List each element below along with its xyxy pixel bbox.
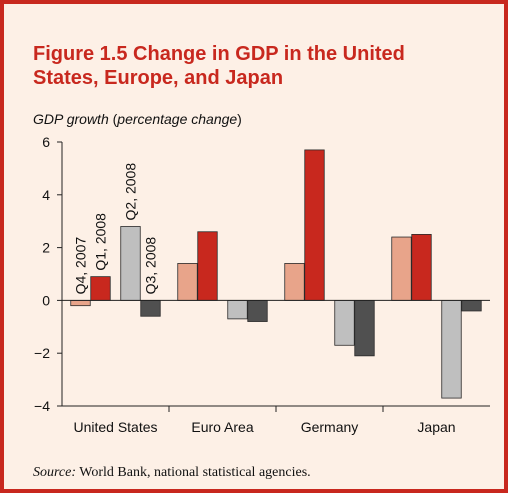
source-note: Source: World Bank, national statistical…	[33, 465, 311, 481]
y-axis-caption-paren-close: )	[237, 111, 242, 127]
bar	[70, 299, 91, 307]
source-text: World Bank, national statistical agencie…	[76, 465, 311, 480]
bar	[461, 299, 482, 312]
bar	[197, 231, 218, 301]
series-label: Q1, 2008	[93, 213, 109, 271]
y-axis-caption-unit: percentage change	[117, 111, 238, 127]
figure-title-line-1: Figure 1.5 Change in GDP in the United	[33, 43, 405, 65]
bar	[177, 263, 198, 301]
bar	[140, 299, 161, 317]
bar	[120, 226, 141, 301]
bar	[441, 299, 462, 399]
gdp-bar-chart: −4 −2 0 2 4 6 United States Euro Area Germany Jap…	[34, 134, 490, 435]
bar	[354, 299, 375, 357]
y-axis-caption-main: GDP growth	[33, 111, 109, 127]
y-tick-label: 6	[42, 134, 50, 150]
y-tick-label: −2	[34, 345, 50, 361]
x-category-label: Euro Area	[191, 419, 253, 435]
y-tick-label: 0	[42, 292, 50, 308]
source-label: Source:	[33, 465, 77, 480]
bar	[411, 233, 432, 301]
y-axis-caption: GDP growth (percentage change)	[33, 111, 242, 127]
y-axis-caption-paren-open: (	[108, 111, 118, 127]
series-label: Q2, 2008	[123, 163, 139, 221]
bar	[284, 263, 305, 301]
y-tick-label: −4	[34, 398, 50, 414]
bar	[334, 299, 355, 346]
x-category-label: Germany	[301, 419, 359, 435]
figure-title-line-2: States, Europe, and Japan	[33, 67, 284, 89]
series-label: Q4, 2007	[73, 237, 89, 295]
y-tick-label: 2	[42, 240, 50, 256]
figure-title: Figure 1.5 Change in GDP in the United S…	[33, 42, 493, 90]
bar	[304, 149, 325, 301]
bar	[90, 276, 111, 301]
bar	[391, 236, 412, 301]
series-label: Q3, 2008	[143, 237, 159, 295]
x-category-label: United States	[73, 419, 157, 435]
x-category-label: Japan	[417, 419, 455, 435]
bar	[247, 299, 268, 322]
y-tick-label: 4	[42, 187, 50, 203]
bar	[227, 299, 248, 320]
